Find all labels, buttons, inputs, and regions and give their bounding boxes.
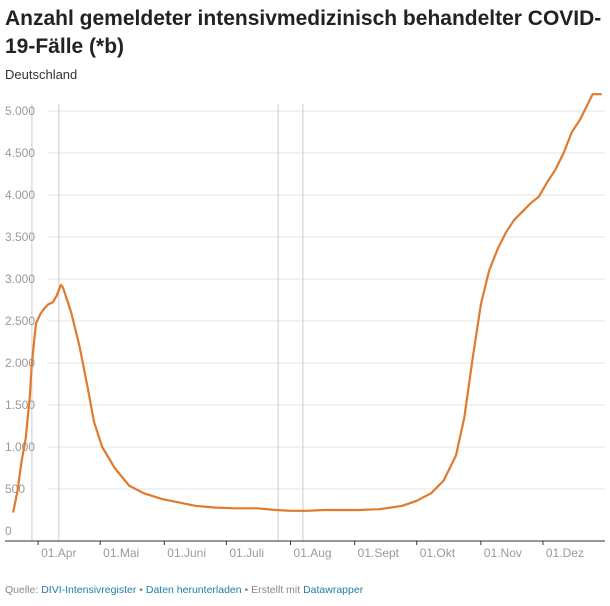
y-tick-label: 2.500 [5,314,35,328]
y-tick-label: 4.500 [5,146,35,160]
y-tick-label: 4.000 [5,188,35,202]
x-tick-label: 01.Apr [41,546,76,560]
x-tick-label: 01.Okt [420,546,456,560]
download-data-link[interactable]: Daten herunterladen [145,584,242,596]
footer-separator: • [139,584,143,596]
x-axis-labels: 01.Apr 01.Mai 01.Juni 01.Juli 01.Aug 01.Sept 0… [37,541,584,560]
x-tick-label: 01.Mai [103,546,139,560]
y-tick-label: 1.000 [5,440,35,454]
series-layer [12,93,603,513]
x-tick-label: 01.Juli [229,546,264,560]
grid-layer [48,110,605,490]
y-axis-labels: 0 500 1.000 1.500 2.000 2.500 3.000 3.500 4.000 4… [5,104,35,538]
chart-title: Anzahl gemeldeter intensivmedizinisch be… [5,7,602,58]
x-tick-label: 01.Nov [484,546,522,560]
x-tick-label: 01.Dez [546,546,584,560]
chart-subtitle: Deutschland [5,67,78,82]
source-link[interactable]: DIVI-Intensivregister [41,584,137,596]
x-tick-label: 01.Sept [358,546,400,560]
y-tick-label: 2.000 [5,356,35,370]
created-with-label: Erstellt mit [251,584,301,596]
y-tick-label: 0 [5,524,12,538]
datawrapper-link[interactable]: Datawrapper [303,584,364,596]
source-label: Quelle: [5,584,39,596]
y-tick-label: 500 [5,482,25,496]
footer-separator: • [244,584,249,596]
line-chart: 0 500 1.000 1.500 2.000 2.500 3.000 3.500 4.000 4… [5,93,605,560]
y-tick-label: 3.000 [5,272,35,286]
y-tick-label: 1.500 [5,398,35,412]
footer: Quelle: DIVI-Intensivregister • Daten he… [5,584,363,596]
x-tick-label: 01.Aug [294,546,332,560]
series-line [12,93,603,513]
x-tick-label: 01.Juni [167,546,206,560]
reference-lines [31,104,304,541]
y-tick-label: 5.000 [5,104,35,118]
y-tick-label: 3.500 [5,230,35,244]
